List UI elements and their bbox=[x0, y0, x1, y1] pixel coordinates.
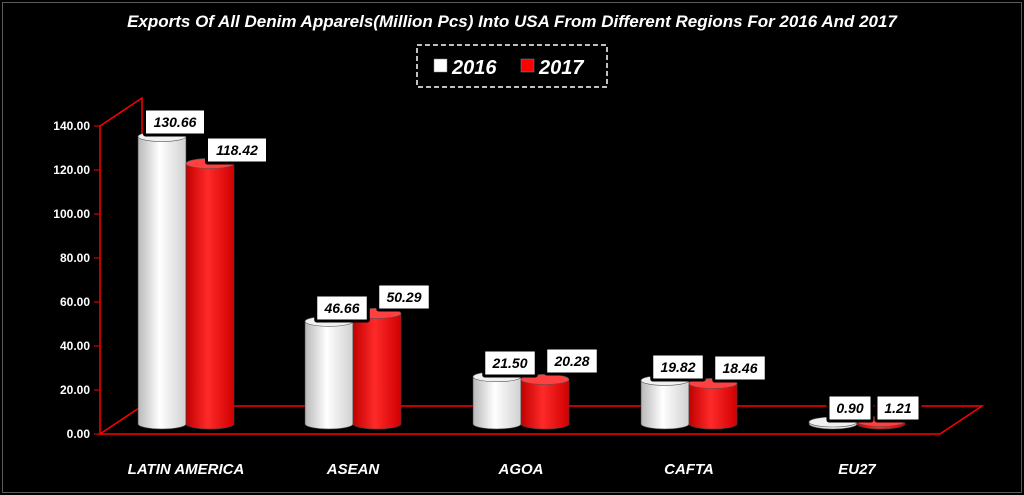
data-label-text: 20.28 bbox=[553, 353, 589, 369]
data-label: 46.66 bbox=[314, 293, 370, 323]
data-label-box bbox=[874, 393, 922, 423]
y-tick-label: 60.00 bbox=[60, 295, 90, 309]
data-label-box bbox=[544, 346, 600, 376]
data-label: 19.82 bbox=[650, 352, 706, 382]
data-label-box bbox=[143, 107, 207, 137]
legend-swatch-2017 bbox=[520, 58, 535, 73]
y-tick-label: 20.00 bbox=[60, 383, 90, 397]
data-label-text: 118.42 bbox=[216, 142, 258, 158]
bar-2016-agoa bbox=[472, 376, 522, 430]
data-label: 21.50 bbox=[482, 348, 538, 378]
bar-2017-agoa bbox=[520, 379, 570, 430]
data-label-box bbox=[376, 282, 432, 312]
back-wall-edge bbox=[99, 96, 143, 406]
data-label-text: 21.50 bbox=[491, 355, 527, 371]
legend-label-2017: 2017 bbox=[538, 57, 584, 79]
data-label: 118.42 bbox=[205, 135, 269, 165]
bar-2016-asean bbox=[304, 321, 354, 430]
bar-2016-cafta bbox=[640, 380, 690, 430]
legend: 2016 2017 bbox=[416, 44, 608, 88]
data-label: 0.90 bbox=[826, 393, 874, 423]
axes: 0.00 20.00 40.00 60.00 80.00 100.00 120.00 140.… bbox=[53, 96, 985, 478]
bar-2017-latin-america bbox=[185, 163, 235, 430]
y-tick-label: 0.00 bbox=[67, 427, 91, 441]
data-label: 20.28 bbox=[544, 346, 600, 376]
x-tick-label: AGOA bbox=[498, 461, 544, 478]
bar-2016-latin-america bbox=[137, 136, 187, 430]
data-label: 18.46 bbox=[712, 353, 768, 383]
data-label: 130.66 bbox=[143, 107, 207, 137]
data-label-box bbox=[712, 353, 768, 383]
bar-2017-asean bbox=[352, 313, 402, 430]
data-label-text: 18.46 bbox=[722, 360, 757, 376]
y-tick-label: 120.00 bbox=[53, 163, 90, 177]
x-tick-label: CAFTA bbox=[664, 461, 714, 478]
legend-box bbox=[416, 44, 608, 88]
y-tick-label: 100.00 bbox=[53, 207, 90, 221]
y-tick-label: 40.00 bbox=[60, 339, 90, 353]
data-label-text: 0.90 bbox=[836, 400, 863, 416]
data-label: 1.21 bbox=[874, 393, 922, 423]
y-tick-label: 80.00 bbox=[60, 251, 90, 265]
data-label-text: 19.82 bbox=[660, 359, 695, 375]
bar-2017-cafta bbox=[688, 383, 738, 430]
data-label-box bbox=[826, 393, 874, 423]
data-label-box bbox=[650, 352, 706, 382]
data-label-text: 130.66 bbox=[154, 114, 197, 130]
y-tick-label: 140.00 bbox=[53, 119, 90, 133]
data-label-text: 46.66 bbox=[323, 300, 359, 316]
x-tick-label: EU27 bbox=[838, 461, 876, 478]
data-label-box bbox=[205, 135, 269, 165]
data-label-box bbox=[314, 293, 370, 323]
chart-title: Exports Of All Denim Apparels(Million Pc… bbox=[127, 12, 898, 31]
data-label-text: 50.29 bbox=[386, 289, 421, 305]
data-label-text: 1.21 bbox=[884, 400, 911, 416]
legend-label-2016: 2016 bbox=[451, 57, 497, 79]
x-tick-label: LATIN AMERICA bbox=[128, 461, 245, 478]
legend-swatch-2016 bbox=[433, 58, 448, 73]
data-labels: 130.66 46.66 21.50 19.82 0.90 118.42 50.29 20.2… bbox=[143, 107, 922, 423]
data-label-box bbox=[482, 348, 538, 378]
bars bbox=[137, 131, 906, 430]
data-label: 50.29 bbox=[376, 282, 432, 312]
x-tick-label: ASEAN bbox=[326, 461, 381, 478]
